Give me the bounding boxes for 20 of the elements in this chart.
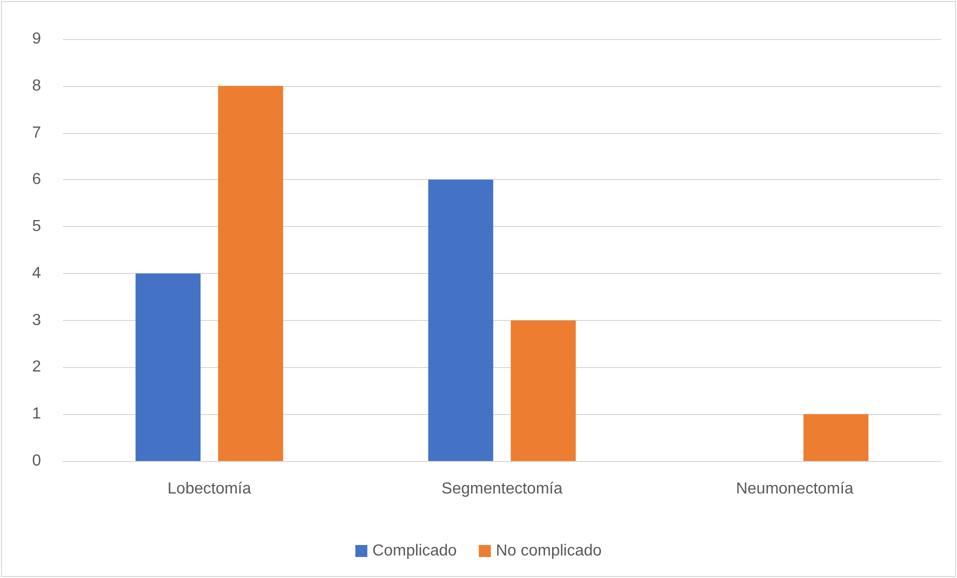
- y-tick-label: 0: [32, 452, 42, 470]
- x-tick-label: Segmentectomía: [442, 480, 563, 498]
- bar: [136, 273, 201, 461]
- bar: [510, 320, 576, 461]
- y-tick-label: 7: [32, 124, 42, 142]
- legend-label: Complicado: [372, 542, 457, 560]
- bar: [428, 180, 494, 461]
- y-tick-label: 8: [32, 77, 42, 94]
- y-tick-label: 9: [32, 30, 42, 48]
- bar: [803, 414, 868, 461]
- y-tick-label: 5: [32, 218, 42, 236]
- y-tick-label: 1: [32, 406, 42, 423]
- x-tick-label: Neumonectomía: [736, 480, 854, 498]
- y-tick-label: 6: [32, 171, 42, 188]
- y-tick-label: 3: [32, 312, 42, 329]
- legend-label: No complicado: [496, 542, 602, 560]
- x-tick-label: Lobectomía: [168, 480, 252, 498]
- y-tick-label: 2: [32, 358, 42, 376]
- bar: [218, 86, 284, 461]
- y-tick-label: 4: [32, 264, 42, 282]
